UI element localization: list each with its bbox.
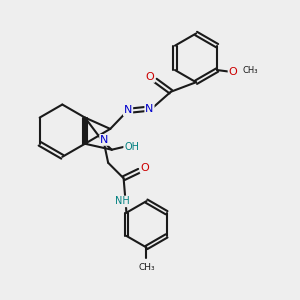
Text: N: N	[124, 106, 132, 116]
Text: N: N	[100, 135, 109, 145]
Text: O: O	[141, 163, 149, 173]
Text: CH₃: CH₃	[138, 263, 155, 272]
Text: CH₃: CH₃	[243, 66, 258, 75]
Text: NH: NH	[115, 196, 130, 206]
Text: O: O	[229, 67, 237, 76]
Text: O: O	[146, 72, 154, 82]
Text: OH: OH	[124, 142, 139, 152]
Text: N: N	[145, 104, 154, 114]
